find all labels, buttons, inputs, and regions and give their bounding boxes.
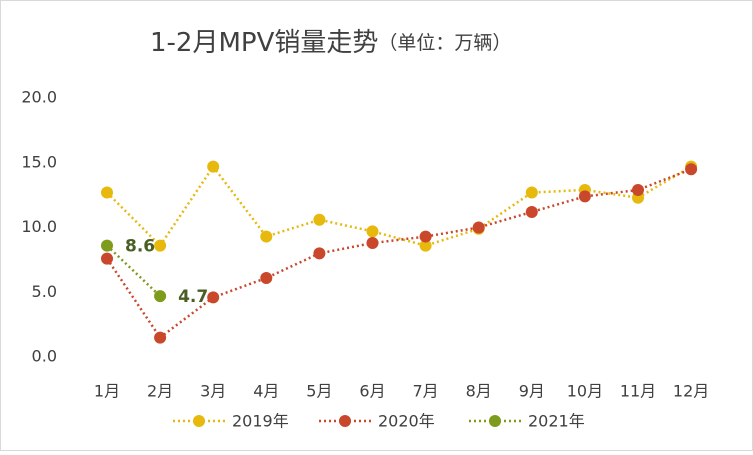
point-marker	[366, 237, 379, 250]
data-label: 8.6	[125, 237, 155, 257]
x-tick-label: 5月	[306, 382, 332, 401]
series-line	[106, 244, 161, 298]
point-marker	[578, 190, 591, 203]
x-tick-label: 9月	[519, 382, 545, 401]
x-tick-label: 10月	[567, 382, 603, 401]
series-line	[105, 168, 692, 340]
legend-label: 2020年	[378, 412, 435, 431]
y-tick-label: 20.0	[21, 88, 57, 107]
legend-label: 2019年	[232, 412, 289, 431]
point-marker	[207, 160, 220, 173]
y-tick-label: 5.0	[32, 282, 57, 301]
point-marker	[419, 239, 432, 252]
x-tick-label: 6月	[359, 382, 385, 401]
point-marker	[525, 186, 538, 199]
point-marker	[101, 239, 113, 252]
x-tick-label: 2月	[147, 382, 173, 401]
point-marker	[154, 331, 167, 344]
x-tick-label: 4月	[253, 382, 279, 401]
point-marker	[154, 290, 167, 303]
point-marker	[366, 225, 379, 238]
legend-marker	[339, 415, 351, 427]
y-tick-label: 15.0	[21, 152, 57, 171]
y-tick-label: 10.0	[21, 217, 57, 236]
series-line	[106, 164, 692, 248]
point-marker	[260, 272, 273, 285]
point-marker	[525, 205, 538, 218]
data-label: 4.7	[178, 287, 208, 307]
point-marker	[207, 291, 220, 304]
legend-marker	[193, 415, 205, 427]
legend-marker	[489, 415, 501, 427]
point-marker	[154, 239, 167, 252]
x-tick-label: 1月	[94, 382, 120, 401]
legend-label: 2021年	[528, 412, 585, 431]
point-marker	[313, 213, 326, 226]
point-marker	[419, 230, 432, 243]
x-tick-label: 3月	[200, 382, 226, 401]
title: 1-2月MPV销量走势	[150, 28, 378, 58]
point-marker	[313, 247, 326, 260]
point-marker	[632, 183, 644, 196]
subtitle: （单位：万辆）	[378, 32, 511, 54]
point-marker	[101, 186, 113, 199]
x-tick-label: 12月	[673, 382, 709, 401]
chart-title: 1-2月MPV销量走势（单位：万辆）	[150, 28, 511, 58]
point-marker	[472, 221, 485, 234]
point-marker	[260, 230, 273, 243]
x-tick-label: 11月	[620, 382, 656, 401]
point-marker	[685, 163, 698, 176]
x-tick-label: 8月	[466, 382, 492, 401]
point-marker	[101, 252, 113, 265]
y-tick-label: 0.0	[32, 347, 57, 366]
x-tick-label: 7月	[413, 382, 439, 401]
